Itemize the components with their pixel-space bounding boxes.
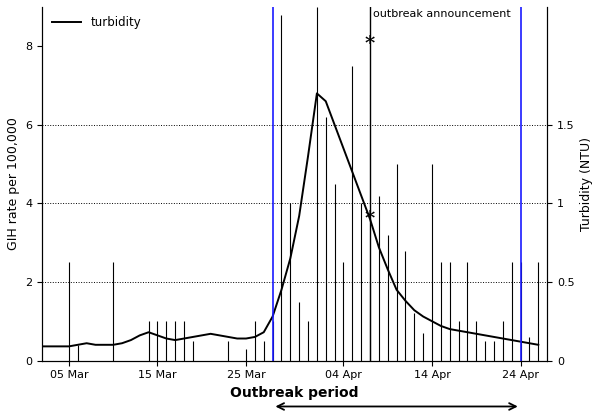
X-axis label: Outbreak period: Outbreak period <box>230 386 359 400</box>
Y-axis label: Turbidity (NTU): Turbidity (NTU) <box>580 137 593 231</box>
Legend: turbidity: turbidity <box>48 13 145 33</box>
Text: *: * <box>365 210 375 228</box>
Text: *: * <box>365 35 375 53</box>
Y-axis label: GIH rate per 100,000: GIH rate per 100,000 <box>7 117 20 250</box>
Text: outbreak announcement: outbreak announcement <box>373 9 511 19</box>
